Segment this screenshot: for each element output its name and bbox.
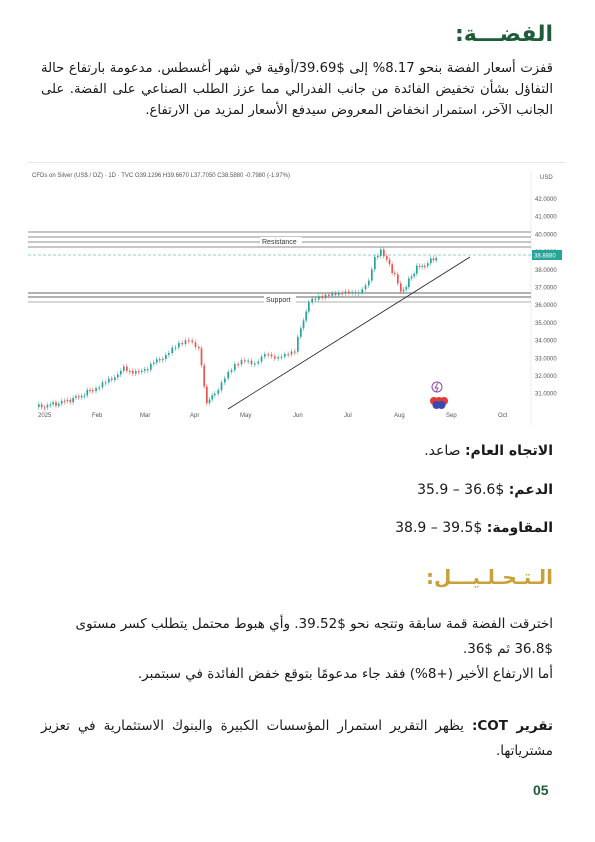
y-tick-label: 37.0000 bbox=[535, 286, 557, 292]
y-tick-label: 41.0000 bbox=[535, 215, 557, 221]
y-tick-label: 42.0000 bbox=[535, 197, 557, 203]
price-chart: CFDs on Silver (US$ / OZ) · 1D · TVC O39… bbox=[28, 162, 566, 425]
currency-label: USD bbox=[540, 175, 553, 181]
analysis-paragraph-1: اخترقت الفضة قمة سابقة وتتجه نحو $39.52.… bbox=[75, 616, 553, 657]
x-tick-label: Feb bbox=[92, 413, 103, 419]
chart-header: CFDs on Silver (US$ / OZ) · 1D · TVC O39… bbox=[32, 173, 290, 179]
cot-label: تقرير COT: bbox=[471, 718, 554, 734]
x-tick-label: 2025 bbox=[38, 413, 52, 419]
support-label: Support bbox=[266, 297, 291, 304]
cot-paragraph: تقرير COT: يظهر التقرير استمرار المؤسسات… bbox=[41, 714, 553, 764]
support-row: الدعم: $36.6 – 35.9 bbox=[417, 482, 553, 498]
intro-paragraph: قفزت أسعار الفضة بنحو 8.17% إلى $39.69/أ… bbox=[41, 61, 553, 118]
resistance-label: Resistance bbox=[262, 239, 297, 246]
x-tick-label: Aug bbox=[394, 413, 405, 419]
trend-label: الاتجاه العام: bbox=[464, 443, 553, 459]
page-number: 05 bbox=[533, 782, 549, 798]
analysis-title: الـتـحـلـيـــل: bbox=[426, 565, 553, 589]
x-tick-label: Apr bbox=[190, 413, 199, 419]
x-tick-label: Sep bbox=[446, 413, 457, 419]
y-tick-label: 33.0000 bbox=[535, 356, 557, 362]
resistance-value: $39.5 – 38.9 bbox=[395, 520, 483, 536]
page-title: الفضـــة: bbox=[454, 22, 553, 47]
support-value: $36.6 – 35.9 bbox=[417, 482, 505, 498]
y-tick-label: 35.0000 bbox=[535, 321, 557, 327]
support-label: الدعم: bbox=[508, 482, 553, 498]
resistance-row: المقاومة: $39.5 – 38.9 bbox=[395, 520, 553, 536]
cot-text: يظهر التقرير استمرار المؤسسات الكبيرة وا… bbox=[41, 718, 553, 759]
y-tick-label: 31.0000 bbox=[535, 392, 557, 398]
x-tick-label: May bbox=[240, 413, 251, 419]
trend-row: الاتجاه العام: صاعد. bbox=[424, 443, 553, 459]
y-tick-label: 40.0000 bbox=[535, 232, 557, 238]
trend-value: صاعد. bbox=[424, 443, 461, 459]
x-tick-label: Oct bbox=[498, 413, 508, 419]
x-tick-label: Mar bbox=[140, 413, 150, 419]
y-tick-label: 32.0000 bbox=[535, 374, 557, 380]
resistance-label: المقاومة: bbox=[486, 520, 553, 536]
y-tick-label: 38.0000 bbox=[535, 268, 557, 274]
analysis-body: اخترقت الفضة قمة سابقة وتتجه نحو $39.52.… bbox=[41, 612, 553, 687]
x-tick-label: Jul bbox=[344, 413, 352, 419]
y-tick-label: 34.0000 bbox=[535, 339, 557, 345]
price-tag: 38.8880 bbox=[534, 254, 556, 260]
x-tick-label: Jun bbox=[293, 413, 303, 419]
chart-svg: CFDs on Silver (US$ / OZ) · 1D · TVC O39… bbox=[28, 171, 562, 425]
analysis-paragraph-2: أما الارتفاع الأخير (+8%) فقد جاء مدعومً… bbox=[137, 666, 553, 682]
y-tick-label: 36.0000 bbox=[535, 303, 557, 309]
